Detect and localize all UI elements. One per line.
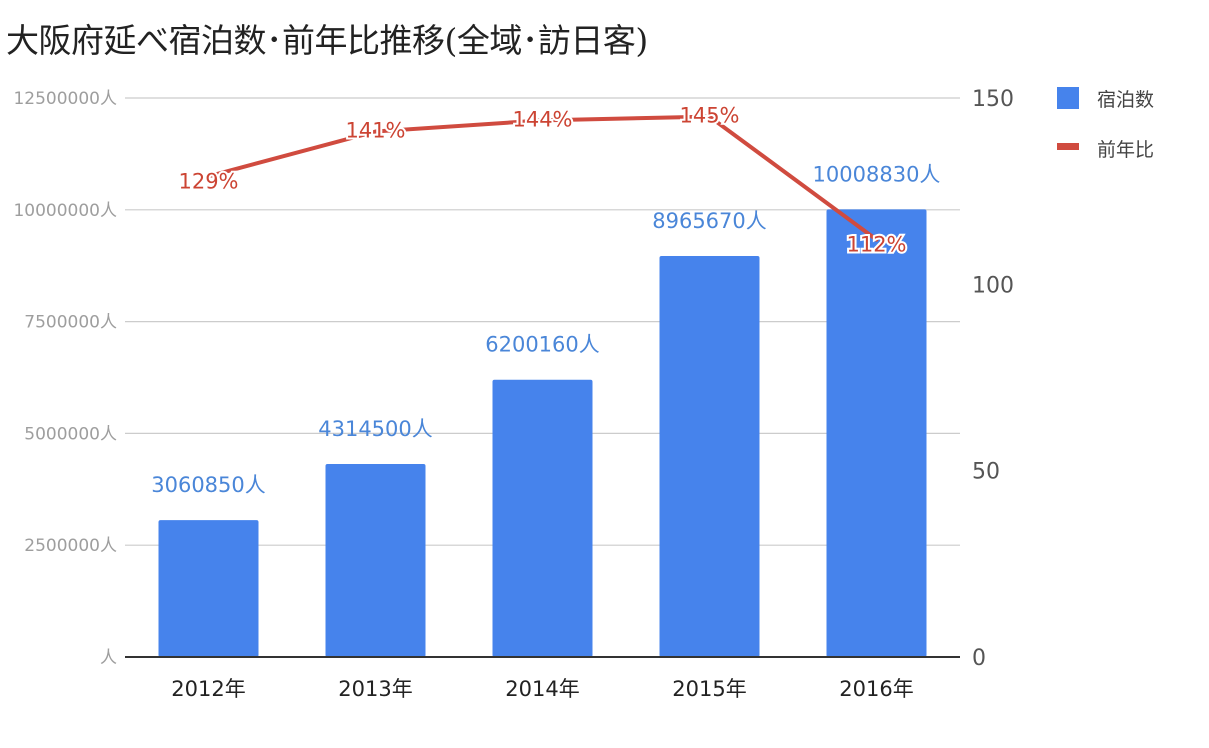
bar	[325, 464, 426, 657]
right-tick-label: 0	[972, 646, 986, 671]
x-tick-label: 2015年	[672, 677, 746, 701]
legend-label-bar: 宿泊数	[1097, 89, 1154, 111]
bar	[492, 379, 593, 657]
right-tick-label: 50	[972, 460, 1000, 485]
left-tick-label: 12500000人	[13, 89, 117, 109]
bar-data-label: 3060850人	[151, 473, 266, 497]
bar	[158, 520, 259, 657]
ratio-line	[206, 114, 879, 242]
left-tick-label: 2500000人	[24, 536, 117, 556]
bar	[826, 209, 927, 657]
legend-label-line: 前年比	[1097, 139, 1154, 161]
line-data-label: 112%	[846, 233, 906, 257]
x-tick-label: 2013年	[338, 677, 412, 701]
line-data-label: 141%	[345, 119, 405, 143]
left-tick-label: 人	[100, 648, 117, 668]
x-tick-label: 2012年	[171, 677, 245, 701]
right-tick-label: 150	[972, 87, 1014, 112]
legend-swatch-bar	[1057, 87, 1079, 109]
legend-swatch-line	[1057, 143, 1079, 150]
ratio-line-path	[206, 114, 879, 242]
line-data-label: 144%	[512, 107, 572, 131]
bar-data-label: 4314500人	[318, 417, 433, 441]
line-data-label: 145%	[679, 104, 739, 128]
x-tick-label: 2014年	[505, 677, 579, 701]
chart-title: 大阪府延べ宿泊数･前年比推移(全域･訪日客)	[6, 21, 648, 60]
right-tick-label: 100	[972, 273, 1014, 298]
line-data-label: 129%	[178, 169, 238, 193]
axes: 人 2500000人 5000000人 7500000人 10000000人 125000…	[13, 87, 1014, 701]
bar	[659, 256, 760, 657]
data-labels: 3060850人 4314500人 6200160人 8965670人 10008830…	[151, 102, 941, 497]
left-tick-label: 10000000人	[13, 201, 117, 221]
bar-data-label: 6200160人	[485, 333, 600, 357]
x-tick-label: 2016年	[839, 677, 913, 701]
left-tick-label: 5000000人	[24, 424, 117, 444]
bars	[158, 209, 927, 657]
left-tick-label: 7500000人	[24, 313, 117, 333]
bar-data-label: 10008830人	[813, 162, 941, 186]
bar-data-label: 8965670人	[652, 209, 767, 233]
